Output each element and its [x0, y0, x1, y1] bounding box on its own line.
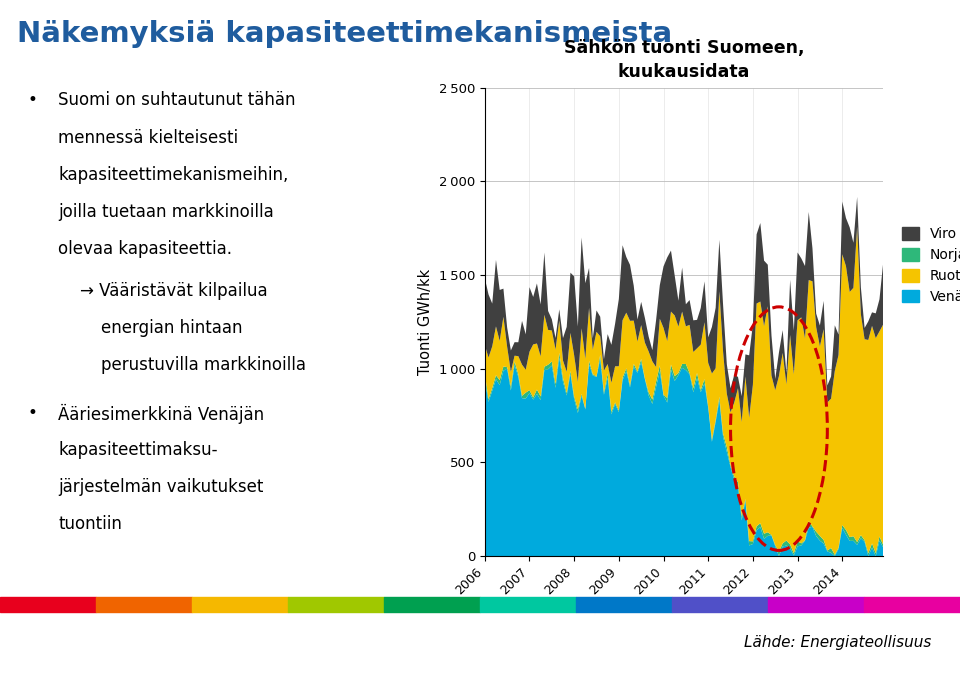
Bar — [768, 597, 864, 612]
Text: tuontiin: tuontiin — [59, 515, 122, 533]
Text: kapasiteettimaksu-: kapasiteettimaksu- — [59, 441, 218, 459]
Y-axis label: Tuonti GWh/kk: Tuonti GWh/kk — [419, 269, 433, 375]
Text: järjestelmän vaikutukset: järjestelmän vaikutukset — [59, 478, 264, 496]
Bar — [384, 597, 480, 612]
Bar — [192, 597, 288, 612]
Text: perustuvilla markkinoilla: perustuvilla markkinoilla — [81, 357, 306, 375]
Bar — [96, 597, 192, 612]
Text: joilla tuetaan markkinoilla: joilla tuetaan markkinoilla — [59, 203, 274, 221]
Text: energian hintaan: energian hintaan — [81, 319, 243, 337]
Text: Lähde: Energiateollisuus: Lähde: Energiateollisuus — [744, 636, 931, 650]
Bar — [480, 597, 576, 612]
Text: kapasiteettimekanismeihin,: kapasiteettimekanismeihin, — [59, 166, 289, 183]
Bar — [672, 597, 768, 612]
Text: Näkemyksiä kapasiteettimekanismeista: Näkemyksiä kapasiteettimekanismeista — [17, 20, 672, 48]
Text: TYÖ- JA ELINKEINOMINISTERIÖ
ARBETS- OCH NÄRINGSMINISTERIET
MINISTRY OF EMPLOYMEN: TYÖ- JA ELINKEINOMINISTERIÖ ARBETS- OCH … — [67, 623, 248, 657]
Bar — [576, 597, 672, 612]
Text: Ääriesimerkkinä Venäjän: Ääriesimerkkinä Venäjän — [59, 404, 264, 424]
Title: Sähkön tuonti Suomeen,
kuukausidata: Sähkön tuonti Suomeen, kuukausidata — [564, 39, 804, 80]
Legend: Viro, Norja, Ruotsi, Venäjä: Viro, Norja, Ruotsi, Venäjä — [902, 227, 960, 304]
Text: Suomi on suhtautunut tähän: Suomi on suhtautunut tähän — [59, 92, 296, 109]
Bar — [288, 597, 384, 612]
Text: •: • — [27, 92, 37, 109]
Text: mennessä kielteisesti: mennessä kielteisesti — [59, 129, 238, 146]
Bar — [0, 597, 96, 612]
Text: olevaa kapasiteettia.: olevaa kapasiteettia. — [59, 240, 232, 258]
Bar — [864, 597, 960, 612]
Text: → Vääristävät kilpailua: → Vääristävät kilpailua — [81, 282, 268, 300]
Text: •: • — [27, 404, 37, 422]
